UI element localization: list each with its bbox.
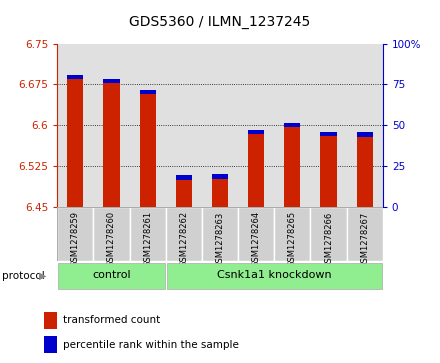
Bar: [58, 263, 165, 289]
Bar: [212, 174, 228, 179]
Bar: [284, 123, 301, 127]
Bar: [67, 75, 84, 207]
Text: percentile rank within the sample: percentile rank within the sample: [63, 340, 238, 350]
Bar: [103, 79, 120, 207]
Text: control: control: [92, 270, 131, 280]
Text: GSM1278259: GSM1278259: [71, 211, 80, 267]
Text: GSM1278267: GSM1278267: [360, 211, 369, 268]
Bar: [248, 130, 264, 134]
Text: GSM1278264: GSM1278264: [252, 211, 260, 268]
Bar: [274, 207, 311, 261]
Text: GSM1278265: GSM1278265: [288, 211, 297, 268]
Text: GSM1278263: GSM1278263: [216, 211, 224, 268]
Bar: [320, 132, 337, 207]
Text: ▶: ▶: [39, 271, 46, 281]
Bar: [139, 90, 156, 94]
Text: transformed count: transformed count: [63, 315, 160, 326]
Bar: [311, 207, 347, 261]
Text: GDS5360 / ILMN_1237245: GDS5360 / ILMN_1237245: [129, 15, 311, 29]
Bar: [57, 207, 93, 261]
Text: protocol: protocol: [2, 271, 45, 281]
Text: Csnk1a1 knockdown: Csnk1a1 knockdown: [217, 270, 332, 280]
Bar: [202, 207, 238, 261]
Bar: [212, 174, 228, 207]
Bar: [176, 175, 192, 207]
Bar: [347, 207, 383, 261]
Bar: [93, 207, 129, 261]
Bar: [139, 90, 156, 207]
Bar: [248, 130, 264, 207]
Bar: [176, 175, 192, 180]
Bar: [320, 132, 337, 136]
Bar: [129, 207, 166, 261]
Text: GSM1278262: GSM1278262: [180, 211, 188, 268]
Bar: [166, 207, 202, 261]
Bar: [356, 132, 373, 207]
Bar: [44, 336, 57, 353]
Bar: [356, 132, 373, 137]
Bar: [167, 263, 382, 289]
Bar: [238, 207, 274, 261]
Text: GSM1278261: GSM1278261: [143, 211, 152, 268]
Text: GSM1278266: GSM1278266: [324, 211, 333, 268]
Bar: [284, 123, 301, 207]
Bar: [44, 311, 57, 329]
Bar: [67, 75, 84, 79]
Text: GSM1278260: GSM1278260: [107, 211, 116, 268]
Bar: [103, 79, 120, 83]
